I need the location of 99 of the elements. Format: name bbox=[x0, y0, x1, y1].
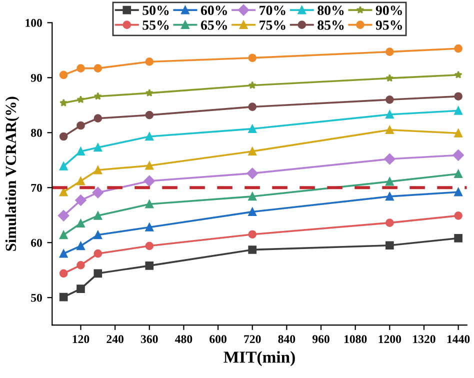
y-tick-label: 60 bbox=[31, 238, 42, 247]
point bbox=[145, 262, 154, 270]
point bbox=[145, 200, 154, 208]
legend-label: 85% bbox=[318, 20, 344, 30]
point bbox=[385, 218, 394, 227]
point bbox=[60, 98, 68, 106]
point bbox=[385, 126, 394, 134]
x-tick-label: 1200 bbox=[378, 335, 402, 344]
x-tick-label: 720 bbox=[244, 335, 261, 344]
point bbox=[94, 230, 102, 240]
point bbox=[248, 102, 257, 111]
point bbox=[144, 175, 155, 187]
point bbox=[248, 208, 257, 216]
point bbox=[454, 170, 462, 178]
x-tick-label: 1440 bbox=[447, 335, 470, 344]
point bbox=[385, 241, 394, 250]
point bbox=[59, 269, 68, 278]
point bbox=[248, 192, 257, 201]
point bbox=[94, 249, 102, 258]
point bbox=[94, 212, 102, 220]
point bbox=[248, 147, 257, 156]
x-tick-label: 600 bbox=[210, 335, 226, 344]
x-tick-label: 360 bbox=[140, 335, 158, 344]
point bbox=[145, 58, 154, 66]
point bbox=[59, 230, 68, 240]
x-tick-label: 960 bbox=[312, 335, 330, 344]
point bbox=[94, 143, 102, 152]
point bbox=[145, 110, 154, 120]
point bbox=[76, 147, 85, 156]
point bbox=[59, 292, 68, 302]
point bbox=[454, 106, 462, 115]
y-tick-label: 90 bbox=[30, 74, 42, 82]
point bbox=[76, 95, 85, 104]
point bbox=[76, 121, 85, 130]
legend-label: 50% bbox=[142, 6, 169, 16]
point bbox=[386, 74, 394, 82]
point bbox=[75, 194, 86, 206]
point bbox=[384, 153, 396, 165]
point bbox=[76, 176, 85, 186]
point bbox=[454, 234, 462, 242]
point bbox=[385, 110, 394, 119]
x-axis-title: MIT(min) bbox=[224, 351, 295, 366]
legend-label: 65% bbox=[200, 20, 227, 30]
point bbox=[94, 269, 102, 278]
y-tick-label: 50 bbox=[31, 294, 42, 302]
legend-label: 80% bbox=[318, 6, 344, 16]
point bbox=[59, 249, 68, 258]
x-tick-label: 1320 bbox=[413, 335, 436, 344]
point bbox=[385, 95, 394, 104]
point bbox=[145, 132, 154, 141]
point bbox=[145, 223, 154, 232]
point bbox=[248, 246, 257, 254]
point bbox=[248, 54, 257, 62]
legend-label: 75% bbox=[260, 20, 286, 30]
point bbox=[145, 88, 154, 97]
x-tick-label: 840 bbox=[278, 335, 296, 344]
point bbox=[76, 260, 85, 270]
point bbox=[94, 64, 102, 72]
point bbox=[76, 284, 85, 293]
point bbox=[145, 242, 154, 250]
y-tick-label: 100 bbox=[26, 18, 42, 27]
point bbox=[94, 166, 102, 174]
point bbox=[94, 114, 102, 123]
point bbox=[59, 132, 68, 141]
point bbox=[92, 186, 104, 198]
point bbox=[454, 70, 462, 78]
x-tick-label: 240 bbox=[106, 335, 124, 344]
point bbox=[248, 230, 257, 239]
x-tick-label: 480 bbox=[175, 335, 192, 344]
point bbox=[76, 219, 85, 228]
y-axis-title: Simulation VCRAR(%) bbox=[5, 96, 20, 251]
point bbox=[385, 192, 394, 201]
point bbox=[452, 150, 464, 161]
point bbox=[59, 70, 68, 80]
point bbox=[145, 161, 154, 170]
point bbox=[76, 242, 85, 250]
y-tick-label: 70 bbox=[31, 184, 42, 192]
point bbox=[454, 129, 462, 138]
point bbox=[248, 124, 257, 133]
point bbox=[76, 64, 85, 72]
point bbox=[58, 210, 70, 222]
point bbox=[94, 92, 102, 100]
point bbox=[454, 188, 462, 196]
point bbox=[454, 44, 462, 53]
legend-label: 95% bbox=[376, 20, 402, 30]
legend-label: 90% bbox=[376, 6, 402, 16]
x-tick-label: 1080 bbox=[344, 335, 367, 344]
point bbox=[59, 162, 68, 170]
point bbox=[248, 81, 256, 89]
point bbox=[454, 212, 462, 220]
legend-label: 70% bbox=[260, 6, 286, 16]
point bbox=[454, 92, 462, 101]
point bbox=[246, 168, 258, 179]
y-tick-label: 80 bbox=[31, 128, 42, 137]
point bbox=[385, 177, 394, 186]
point bbox=[385, 48, 394, 56]
x-tick-label: 120 bbox=[72, 335, 90, 344]
legend-label: 55% bbox=[142, 20, 169, 30]
legend-label: 60% bbox=[200, 6, 227, 16]
